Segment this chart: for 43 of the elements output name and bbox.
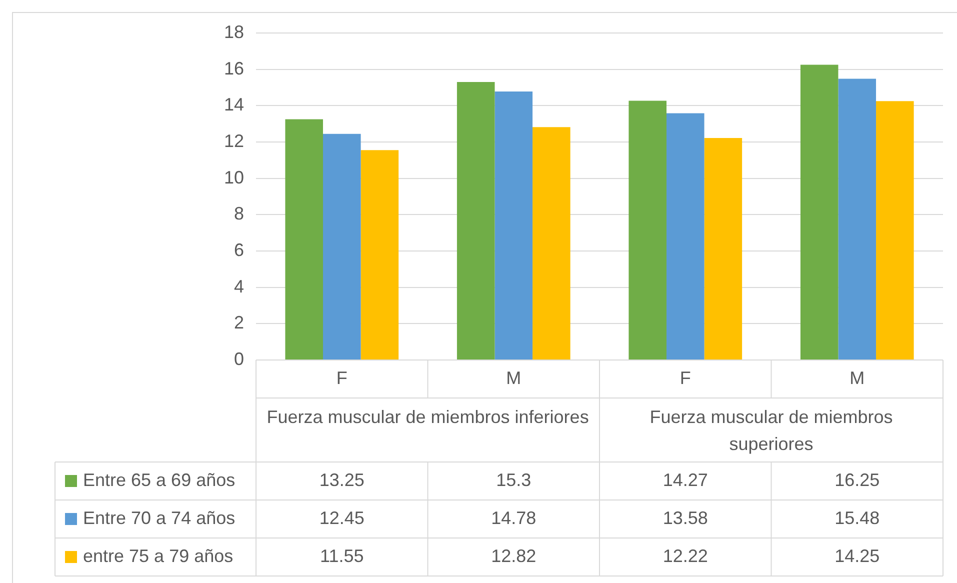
data-label: 12.45: [319, 508, 364, 528]
bar: [704, 138, 742, 360]
bar: [323, 134, 361, 360]
y-tick-label: 4: [234, 276, 244, 296]
bar: [532, 127, 570, 360]
data-label: 14.27: [662, 470, 708, 490]
data-label: 12.22: [662, 546, 708, 566]
text: Fuerza muscular de miembros superiores: [650, 406, 893, 454]
y-tick-label: 12: [224, 130, 244, 151]
legend-label: Entre 70 a 74 años: [83, 508, 236, 528]
y-tick-label: 14: [224, 94, 244, 115]
y-tick-label: 18: [224, 22, 244, 42]
x-tick-label: F: [336, 368, 348, 388]
y-tick-label: 2: [234, 312, 244, 333]
y-tick-label: 6: [234, 240, 244, 260]
legend-label: entre 75 a 79 años: [83, 546, 234, 566]
x-tick-label: F: [680, 368, 691, 388]
data-label: 11.55: [320, 546, 364, 566]
data-label: 14.78: [491, 508, 536, 528]
data-label: 13.58: [662, 508, 708, 528]
data-label: 15.48: [834, 508, 880, 528]
y-tick-label: 8: [234, 204, 244, 224]
bar: [494, 91, 533, 360]
data-label: 13.25: [319, 470, 364, 490]
y-tick-label: 16: [224, 58, 244, 78]
y-tick-label: 0: [234, 348, 244, 369]
bar: [285, 119, 323, 360]
bar: [456, 82, 495, 360]
bar: [666, 113, 704, 360]
bar: [838, 78, 876, 360]
bar: [360, 150, 399, 360]
text: Fuerza muscular de miembros inferiores: [266, 406, 589, 427]
data-label: 15.3: [496, 470, 532, 490]
x-tick-label: M: [850, 368, 865, 388]
y-tick-label: 10: [224, 167, 244, 188]
data-label: 16.25: [834, 470, 880, 490]
bar: [800, 64, 838, 360]
x-tick-label: M: [506, 368, 522, 388]
data-label: 12.82: [491, 546, 536, 566]
data-label: 14.25: [834, 546, 880, 566]
bar: [876, 101, 914, 360]
legend-label: Entre 65 a 69 años: [83, 470, 236, 490]
bar: [628, 100, 666, 360]
